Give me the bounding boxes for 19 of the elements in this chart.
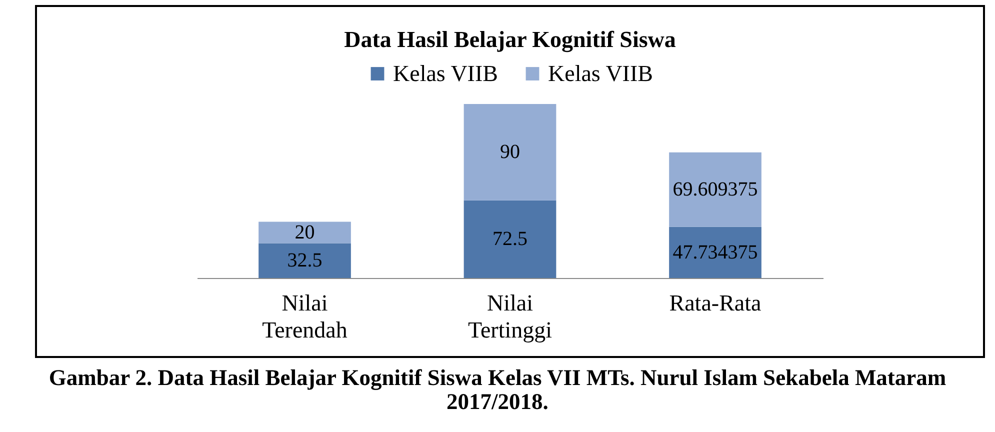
x-tick-label: Nilai Terendah <box>262 290 348 342</box>
x-tick-label: Nilai Tertinggi <box>468 290 552 342</box>
data-label: 47.734375 <box>672 241 758 264</box>
bar <box>258 222 351 244</box>
bar <box>258 243 351 278</box>
chart-title: Data Hasil Belajar Kognitif Siswa <box>344 27 676 53</box>
bar <box>669 226 762 278</box>
bar <box>464 104 556 200</box>
data-label: 69.609375 <box>672 178 758 201</box>
bar <box>669 152 762 227</box>
data-label: 90 <box>500 141 520 164</box>
bar <box>464 200 556 278</box>
text: Gambar 2. Data Hasil Belajar Kognitif Siswa Kelas VII MTs. Nurul Islam Sekabela Mataram 2017/2018. <box>48 365 948 414</box>
data-label: 20 <box>294 221 315 244</box>
data-label: 32.5 <box>287 250 322 272</box>
legend-label: Kelas VIIB <box>393 60 498 86</box>
x-tick-label: Rata-Rata <box>669 290 762 316</box>
data-label: 72.5 <box>492 228 528 250</box>
legend-label: Kelas VIIB <box>548 60 653 86</box>
